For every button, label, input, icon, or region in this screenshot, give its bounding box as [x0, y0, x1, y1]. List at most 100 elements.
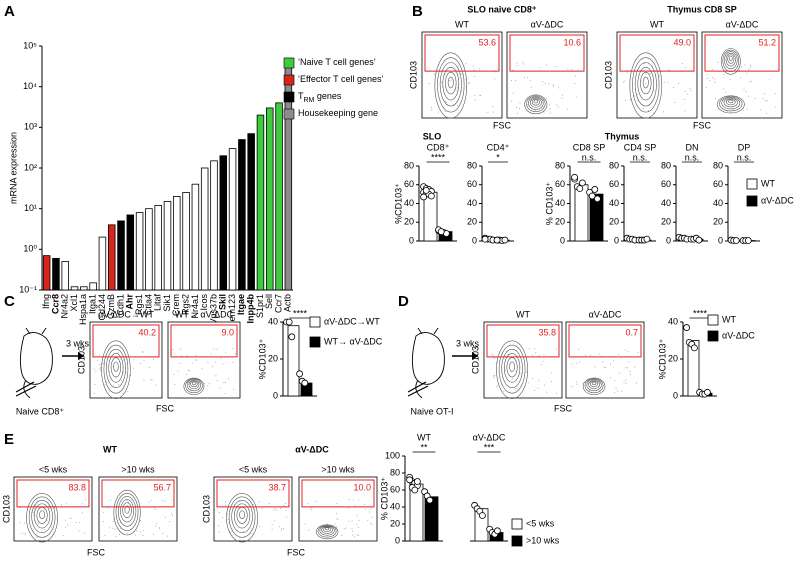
flow-event [135, 530, 137, 532]
flow-event [747, 95, 749, 97]
flow-event [336, 513, 338, 515]
flow-event [252, 504, 254, 506]
flow-column-label: WT [516, 309, 530, 319]
flow-event [274, 508, 276, 510]
flow-event [104, 384, 106, 386]
gate-percentage: 53.6 [478, 37, 496, 47]
flow-event [143, 379, 145, 381]
flow-event [558, 106, 560, 108]
flow-event [78, 530, 80, 532]
flow-event [540, 364, 542, 366]
flow-contour [531, 98, 540, 106]
flow-event [546, 97, 548, 99]
flow-event [614, 380, 616, 382]
flow-event [588, 390, 590, 392]
flow-event [286, 516, 288, 518]
y-tick-label: 40 [661, 198, 671, 208]
y-tick-label: 80 [390, 467, 400, 477]
y-tick-label: 40 [390, 501, 400, 511]
flow-contour [115, 493, 139, 531]
flow-contour [191, 381, 196, 386]
flow-event [166, 535, 168, 537]
legend-label: αV-ΔDC→WT [324, 316, 380, 326]
flow-event [173, 373, 175, 375]
flow-event [55, 517, 57, 519]
flow-event [364, 503, 366, 505]
flow-event [207, 385, 209, 387]
flow-event [550, 380, 552, 382]
flow-event [349, 499, 351, 501]
data-point [683, 324, 690, 331]
flow-event [516, 65, 518, 67]
flow-contour [183, 377, 205, 396]
chart-title: CD8⁺ [427, 142, 450, 152]
flow-header: SLO naive CD8⁺ [467, 4, 537, 14]
flow-event [673, 86, 675, 88]
flow-event [571, 69, 573, 71]
flow-header: WT [103, 444, 117, 454]
flow-event [215, 375, 217, 377]
flow-event [538, 355, 540, 357]
flow-event [531, 354, 533, 356]
flow-event [714, 81, 716, 83]
gate-percentage: 40.2 [138, 327, 156, 337]
y-tick-label: 0 [614, 235, 619, 245]
x-tick-label: Rgs1 [134, 294, 144, 315]
flow-event [62, 534, 64, 536]
flow-event [774, 106, 776, 108]
flow-event [47, 501, 49, 503]
flow-event [180, 348, 182, 350]
legend-label: WT [761, 178, 775, 188]
transfer-time: 3 wks [456, 338, 480, 348]
flow-event [142, 534, 144, 536]
flow-event [79, 522, 81, 524]
flow-event [345, 527, 347, 529]
flow-event [224, 382, 226, 384]
flow-event [60, 504, 62, 506]
y-tick-label: 0 [666, 235, 671, 245]
flow-event [179, 362, 181, 364]
flow-event [102, 521, 104, 523]
flow-contour [323, 526, 332, 533]
flow-event [218, 531, 220, 533]
mouse-icon [19, 327, 53, 399]
flow-event [103, 511, 105, 513]
flow-event [65, 503, 67, 505]
flow-event [579, 361, 581, 363]
flow-event [567, 68, 569, 70]
flow-event [186, 373, 188, 375]
bar [61, 261, 69, 291]
flow-event [283, 504, 285, 506]
flow-event [690, 90, 692, 92]
flow-event [220, 357, 222, 359]
flow-contour [186, 379, 201, 392]
flow-event [357, 534, 359, 536]
y-axis-label: %CD103⁺ [257, 338, 267, 379]
flow-y-label: CD103 [470, 346, 480, 374]
flow-event [148, 501, 150, 503]
flow-event [274, 520, 276, 522]
bar [135, 212, 144, 291]
data-point [288, 333, 296, 341]
flow-event [457, 87, 459, 89]
flow-event [336, 502, 338, 504]
flow-event [276, 509, 278, 511]
flow-event [627, 367, 629, 369]
significance: n.s. [737, 152, 752, 162]
flow-event [711, 77, 713, 79]
flow-event [522, 63, 524, 65]
y-tick-label: 80 [661, 160, 671, 170]
flow-event [444, 110, 446, 112]
flow-event [358, 527, 360, 529]
chart-title: αV-ΔDC [473, 432, 506, 442]
flow-event [626, 72, 628, 74]
flow-event [472, 65, 474, 67]
flow-gate [16, 479, 90, 508]
flow-contour [719, 96, 743, 112]
flow-event [537, 387, 539, 389]
flow-event [223, 382, 225, 384]
flow-contour [509, 361, 515, 372]
chart-title: DN [686, 142, 699, 152]
y-tick-label: 60 [555, 179, 565, 189]
arrow-head [472, 352, 478, 360]
